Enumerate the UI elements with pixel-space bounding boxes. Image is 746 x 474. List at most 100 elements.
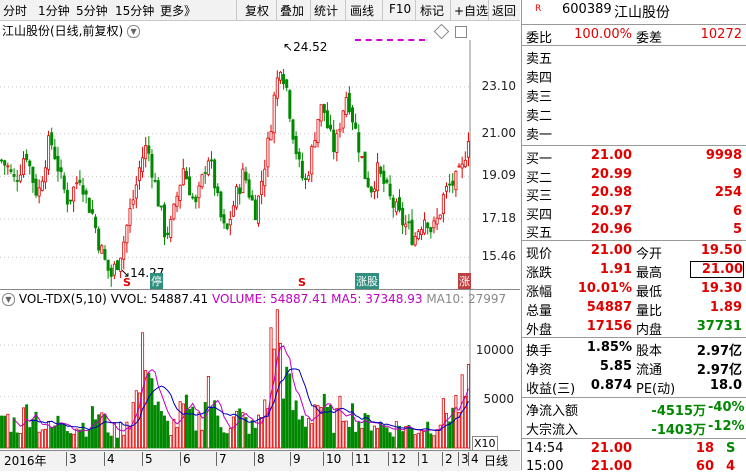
tick-time: 14:54 [526, 441, 564, 456]
stat-label: 涨跌 [526, 266, 553, 281]
stats-button[interactable]: 统计 [314, 4, 339, 18]
chart-title-text: 江山股份(日线,前复权) [2, 24, 124, 38]
volume-bar [388, 432, 392, 449]
candle-body [87, 197, 91, 213]
volume-bar [156, 401, 160, 449]
volume-bar [84, 436, 88, 449]
tab-5min[interactable]: 5分钟 [76, 4, 108, 18]
back-button[interactable]: 返回 [492, 4, 517, 18]
event-marker-suspend[interactable]: 停 [150, 273, 163, 289]
candle-body [466, 140, 470, 158]
volume-bar [432, 435, 436, 449]
buy-level-label: 买四 [526, 207, 553, 223]
fund-value: 2.97亿 [696, 344, 742, 359]
candle-body [166, 232, 170, 236]
tick-flag: 4 [726, 459, 736, 474]
fund-value: 2.97亿 [696, 363, 742, 378]
candle-body [235, 186, 239, 208]
more-periods-button[interactable]: 更多》 [160, 4, 197, 18]
fund-value: 5.85 [599, 359, 632, 374]
weibi-value: 100.00% [574, 27, 632, 42]
fund-value: 18.0 [709, 378, 742, 393]
volume-bar [250, 420, 254, 449]
flow-value: -1403万 [651, 423, 706, 438]
volume-bar [53, 425, 57, 449]
stat-label: 外盘 [526, 323, 553, 338]
candle-body [398, 197, 401, 211]
date-tick-label: 5 [142, 452, 153, 466]
date-tick-label: 8 [254, 452, 265, 466]
candle-body [12, 174, 16, 177]
tab-intraday[interactable]: 分时 [3, 4, 28, 18]
chevron-down-icon[interactable]: ▼ [2, 293, 15, 306]
overlay-button[interactable]: 叠加 [280, 4, 305, 18]
date-tick-label: 3 [66, 452, 77, 466]
settings-box-icon[interactable] [455, 26, 467, 38]
volume-bar [228, 428, 232, 449]
volume-bar [87, 429, 91, 449]
tab-1min[interactable]: 1分钟 [38, 4, 70, 18]
candle-body [297, 151, 301, 160]
chart-title: 江山股份(日线,前复权) ▼ [2, 22, 141, 39]
volume-bar [385, 427, 389, 449]
candle-body [391, 197, 395, 208]
volume-bar [163, 415, 166, 449]
adjust-button[interactable]: 复权 [245, 4, 270, 18]
candle-body [210, 159, 213, 162]
tick-time: 15:00 [526, 459, 564, 474]
volume-bar [253, 427, 257, 449]
volume-bar [288, 373, 292, 449]
candle-body [294, 135, 298, 155]
volume-bar [398, 425, 401, 449]
volume-bar [0, 415, 4, 449]
stat-value: 21.00 [590, 243, 632, 258]
event-marker-s1[interactable]: S [123, 276, 131, 289]
mark-button[interactable]: 标记 [420, 4, 445, 18]
candle-body [197, 185, 201, 199]
vol-unit-badge: X10 [472, 436, 498, 451]
sell-level-label: 卖四 [526, 71, 553, 86]
add-watchlist-button[interactable]: +自选 [454, 4, 489, 18]
volume-bar [304, 426, 307, 449]
volume-bar [166, 420, 170, 449]
volume-bar [188, 408, 192, 449]
volume-bar [260, 416, 264, 449]
volume-bar [37, 431, 41, 449]
candle-body [438, 214, 442, 219]
candle-body [407, 221, 411, 224]
draw-line-button[interactable]: 画线 [350, 4, 375, 18]
tab-15min[interactable]: 15分钟 [115, 4, 155, 18]
f10-button[interactable]: F10 [389, 2, 412, 16]
stat-label: 最低 [636, 285, 663, 300]
volume-bar [266, 408, 270, 449]
buy-price: 20.97 [590, 203, 632, 219]
volume-bar [454, 395, 458, 449]
event-marker-limit[interactable]: 涨 [458, 273, 471, 289]
candle-body [231, 205, 235, 217]
volume-bar [269, 327, 273, 449]
volume-bar [466, 364, 470, 449]
weicha-value: 10272 [700, 27, 742, 42]
tick-volume: 60 [695, 459, 714, 474]
volume-bar [257, 414, 260, 449]
settings-diamond-icon[interactable] [433, 23, 450, 40]
candle-body [84, 190, 88, 195]
candle-body [451, 180, 455, 186]
stat-value: 19.50 [700, 243, 742, 258]
period-mode-label[interactable]: 日线 [484, 454, 509, 468]
candle-body [372, 188, 376, 192]
event-marker-s2[interactable]: S [298, 276, 306, 289]
volume-bar [109, 435, 113, 449]
candle-body [65, 189, 69, 205]
event-marker-rise[interactable]: 涨股 [355, 273, 379, 289]
price-tick-label: 23.10 [481, 78, 516, 93]
candle-body [228, 219, 232, 226]
candle-body [454, 170, 458, 191]
chevron-down-icon[interactable]: ▼ [127, 25, 141, 38]
volume-bar [325, 406, 329, 449]
volume-bar [376, 428, 380, 449]
volume-bar [200, 429, 204, 449]
volume-bar [72, 433, 76, 449]
volume-bar [116, 437, 119, 449]
candle-body [304, 178, 307, 180]
